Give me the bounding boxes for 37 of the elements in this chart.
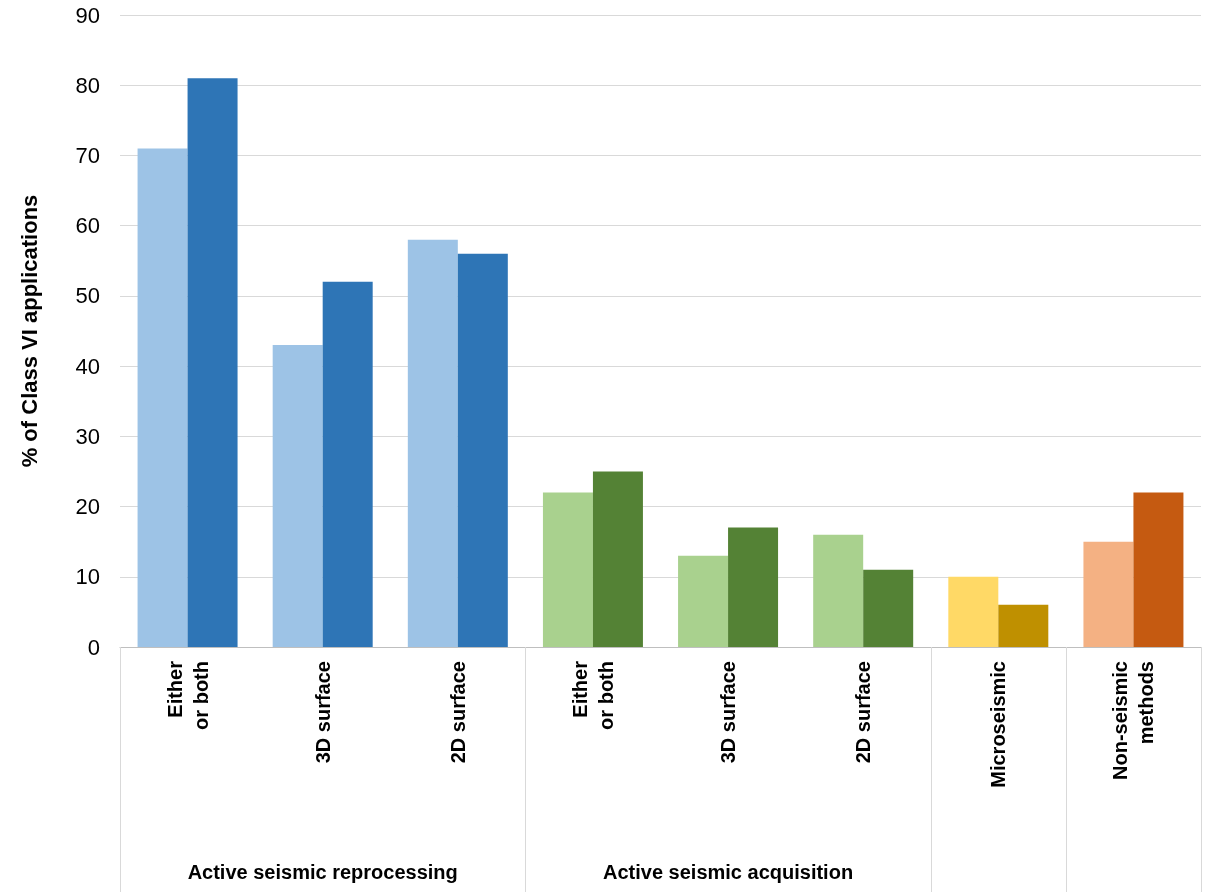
y-tick-label: 60 [75, 213, 100, 239]
bar [728, 527, 779, 647]
x-tick-label: 3D surface [717, 661, 740, 764]
x-tick-label: Either or both [568, 660, 617, 730]
y-tick-label: 90 [75, 2, 100, 28]
text: Active seismic acquisition [603, 861, 854, 883]
bar [407, 239, 458, 647]
y-tick-label: 40 [75, 353, 100, 379]
x-tick-label: 3D surface [311, 661, 334, 764]
y-tick-label: 70 [75, 142, 100, 168]
x-tick-label: Microseismic [987, 661, 1010, 788]
bar [1133, 492, 1184, 647]
x-tick-label: Either or both [163, 660, 212, 730]
bar [322, 281, 373, 647]
bar [998, 604, 1049, 647]
bar [1083, 541, 1134, 647]
y-tick-label: 30 [75, 423, 100, 449]
y-tick-label: 0 [87, 634, 100, 660]
bar [272, 345, 323, 647]
x-tick-label: 2D surface [852, 661, 875, 764]
x-tick-label: Non-seismic methods [1109, 661, 1158, 780]
x-tick-label: 2D surface [446, 661, 469, 764]
bar [813, 534, 864, 647]
y-tick-label: 20 [75, 494, 100, 520]
bar [137, 148, 188, 647]
bar [948, 576, 999, 647]
bar [187, 78, 238, 647]
y-tick-label: 50 [75, 283, 100, 309]
y-tick-label: 10 [75, 564, 100, 590]
y-tick-label: 80 [75, 72, 100, 98]
bar [678, 555, 729, 647]
bar [457, 253, 508, 647]
y-axis-title: % of Class VI applications [16, 194, 42, 468]
text: Active seismic reprocessing [187, 861, 458, 883]
bar [863, 569, 914, 647]
bar [592, 471, 643, 647]
bar [542, 492, 593, 647]
